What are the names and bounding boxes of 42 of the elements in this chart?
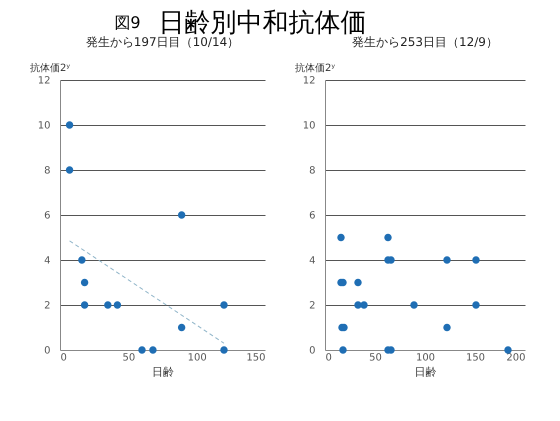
y-tick-label: 4 xyxy=(309,256,316,266)
y-tick-label: 0 xyxy=(44,346,50,356)
point xyxy=(410,301,418,309)
point xyxy=(472,256,480,264)
point xyxy=(339,346,347,354)
point xyxy=(354,278,362,286)
y-tick-label: 8 xyxy=(309,166,316,176)
point xyxy=(337,234,345,242)
y-tick-label: 0 xyxy=(309,346,316,356)
x-tick-label: 200 xyxy=(506,352,526,364)
point xyxy=(384,234,392,242)
x-tick-label: 0 xyxy=(60,352,67,364)
y-tick-label: 4 xyxy=(44,256,50,266)
y-tick-label: 10 xyxy=(302,120,316,132)
y-axis-title: 抗体価2ʸ xyxy=(295,62,336,74)
y-tick-label: 8 xyxy=(44,166,50,176)
x-tick-label: 150 xyxy=(246,352,266,364)
x-tick-label: 150 xyxy=(466,352,486,364)
y-tick-label: 12 xyxy=(302,76,316,86)
point xyxy=(360,301,368,309)
point xyxy=(504,346,512,354)
y-tick-label: 6 xyxy=(44,210,50,222)
y-tick-label: 12 xyxy=(38,76,50,86)
point xyxy=(443,324,451,332)
x-tick-label: 100 xyxy=(416,352,436,364)
x-axis-title: 日齢 xyxy=(152,366,174,378)
y-tick-label: 2 xyxy=(309,300,316,312)
x-axis-title: 日齢 xyxy=(414,366,436,378)
chart-title: 発生から197日目（10/14） xyxy=(86,35,240,49)
y-tick-label: 2 xyxy=(44,300,50,312)
point xyxy=(472,301,480,309)
text: 日齢別中和抗体価 xyxy=(158,8,366,38)
x-tick-label: 0 xyxy=(326,352,332,364)
point xyxy=(443,256,451,264)
x-tick-label: 100 xyxy=(188,352,207,364)
y-axis-title: 抗体価2ʸ xyxy=(30,62,70,74)
x-tick-label: 50 xyxy=(369,352,382,364)
y-tick-label: 10 xyxy=(38,120,50,132)
caption: 図9 xyxy=(114,13,141,32)
chart-title: 発生から253日目（12/9） xyxy=(352,35,498,49)
y-tick-label: 6 xyxy=(309,210,316,222)
x-tick-label: 50 xyxy=(122,352,136,364)
